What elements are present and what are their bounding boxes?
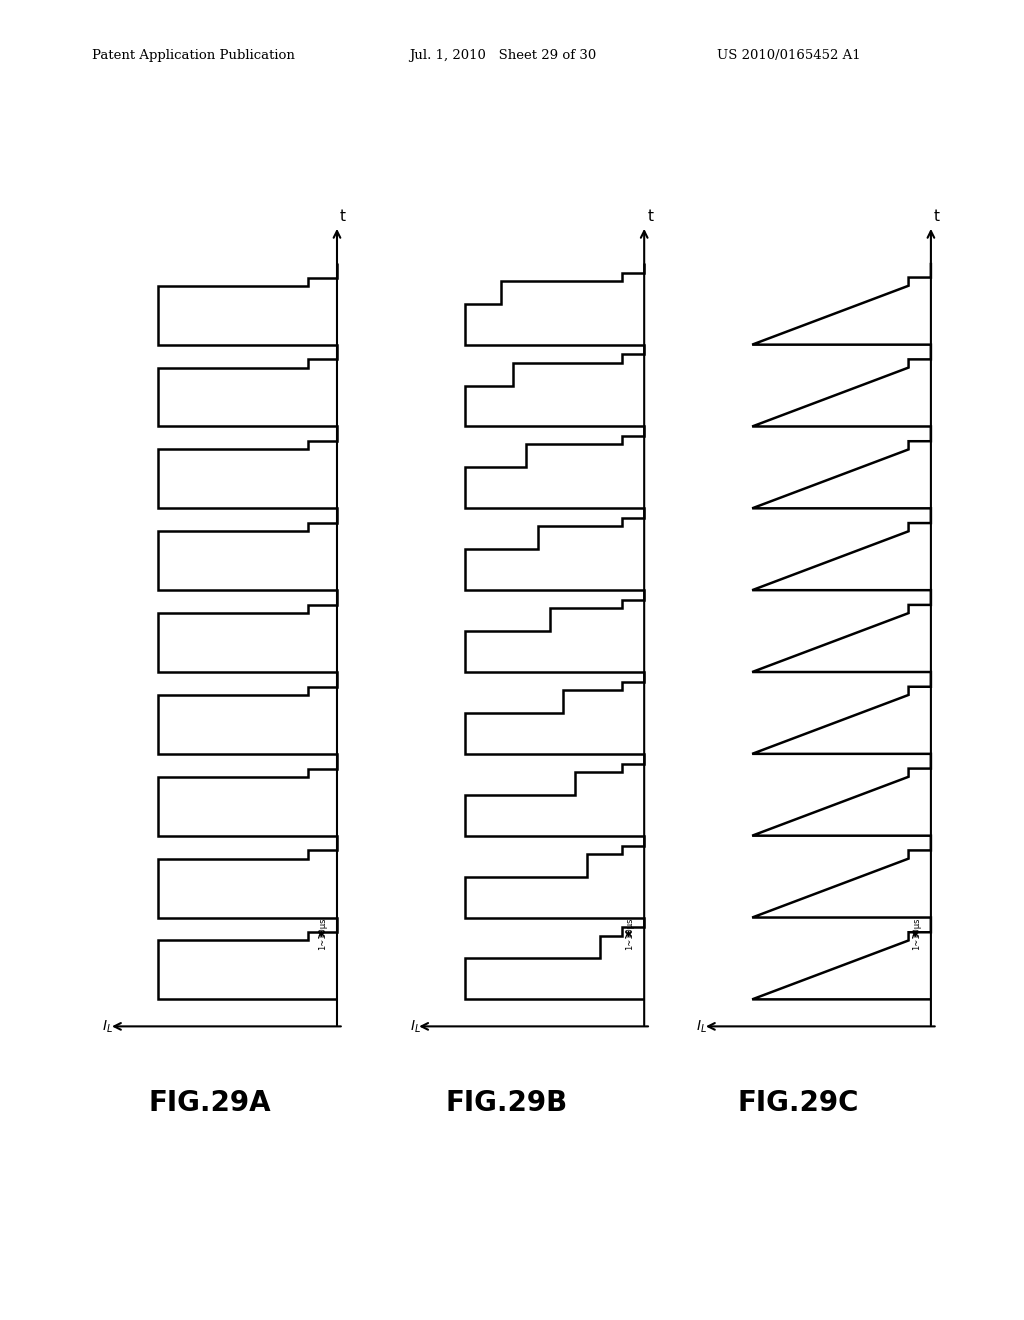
Text: $I_L$: $I_L$ [410, 1018, 421, 1035]
Text: $I_L$: $I_L$ [696, 1018, 708, 1035]
Text: Patent Application Publication: Patent Application Publication [92, 49, 295, 62]
Text: US 2010/0165452 A1: US 2010/0165452 A1 [717, 49, 860, 62]
Text: 1~10μs: 1~10μs [317, 917, 327, 950]
Text: t: t [934, 209, 940, 223]
Text: Jul. 1, 2010   Sheet 29 of 30: Jul. 1, 2010 Sheet 29 of 30 [410, 49, 597, 62]
Text: 1~10μs: 1~10μs [625, 917, 634, 950]
Text: FIG.29A: FIG.29A [148, 1089, 271, 1117]
Text: 1~10μs: 1~10μs [911, 917, 921, 950]
Text: FIG.29B: FIG.29B [445, 1089, 568, 1117]
Text: $I_L$: $I_L$ [102, 1018, 114, 1035]
Text: t: t [340, 209, 346, 223]
Text: t: t [647, 209, 653, 223]
Text: FIG.29C: FIG.29C [738, 1089, 859, 1117]
